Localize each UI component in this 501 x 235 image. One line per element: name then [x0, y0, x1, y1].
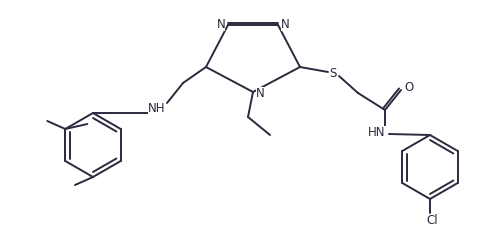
Text: S: S	[329, 67, 336, 79]
Text: NH: NH	[148, 102, 165, 114]
Text: N: N	[280, 17, 289, 31]
Text: N: N	[255, 86, 264, 99]
Text: N: N	[216, 17, 225, 31]
Text: Cl: Cl	[425, 214, 437, 227]
Text: O: O	[404, 81, 413, 94]
Text: HN: HN	[368, 125, 385, 138]
